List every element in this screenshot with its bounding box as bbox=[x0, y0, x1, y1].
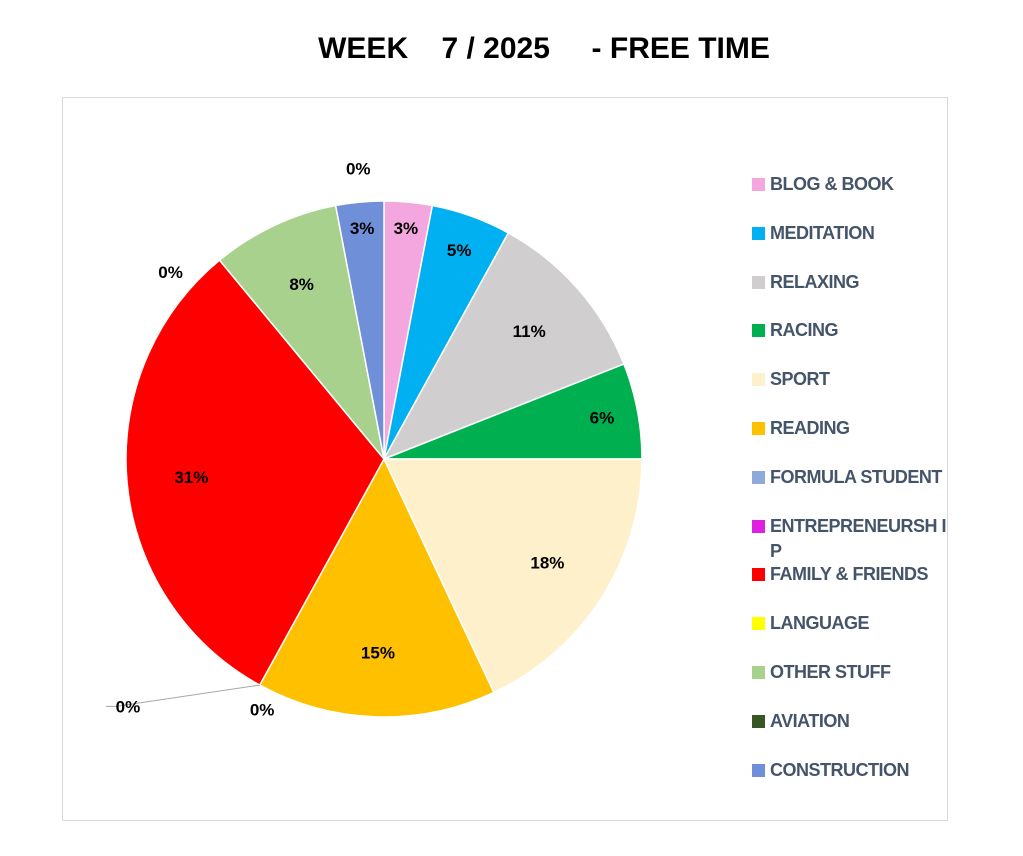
legend-swatch bbox=[752, 178, 765, 191]
chart-area bbox=[62, 97, 948, 821]
data-label-language: 0% bbox=[158, 263, 183, 282]
data-label-construction: 3% bbox=[350, 219, 375, 238]
legend-label: OTHER STUFF bbox=[770, 662, 891, 682]
pie-slice-sport[interactable] bbox=[382, 458, 643, 694]
legend-label: AVIATION bbox=[770, 710, 850, 731]
legend-item-meditation: MEDITATION bbox=[752, 221, 955, 246]
pie-slice-construction[interactable] bbox=[334, 200, 385, 460]
data-label-blog-and-book: 3% bbox=[394, 219, 419, 238]
legend-swatch bbox=[752, 763, 765, 777]
data-label-reading: 15% bbox=[361, 643, 395, 662]
legend-swatch bbox=[752, 617, 765, 631]
legend-swatch bbox=[752, 275, 765, 289]
legend-label: ENTREPRENEURSH IP bbox=[770, 515, 947, 561]
legend-label: CONSTRUCTION bbox=[770, 759, 910, 780]
legend-label: BLOG & BOOK bbox=[770, 174, 894, 194]
legend-item-aviation: AVIATION bbox=[752, 709, 955, 734]
legend-swatch bbox=[752, 470, 765, 484]
data-label-racing: 6% bbox=[590, 408, 615, 427]
legend-swatch bbox=[752, 568, 765, 582]
legend-swatch bbox=[752, 666, 765, 679]
legend-item-family-and-friends: FAMILY & FRIENDS bbox=[752, 562, 955, 587]
legend-item-language: LANGUAGE bbox=[752, 611, 955, 636]
data-label-meditation: 5% bbox=[447, 241, 472, 260]
legend-label: READING bbox=[770, 418, 850, 438]
legend-item-blog-and-book: BLOG & BOOK bbox=[752, 172, 955, 197]
legend-item-sport: SPORT bbox=[752, 367, 955, 392]
data-label-relaxing: 11% bbox=[513, 322, 546, 341]
legend-swatch bbox=[752, 714, 765, 728]
pie-slice-family-and-friends[interactable] bbox=[125, 259, 385, 687]
legend-label: LANGUAGE bbox=[770, 613, 870, 634]
legend-swatch bbox=[752, 422, 765, 435]
chart-title: WEEK 7 / 2025 - FREE TIME bbox=[318, 32, 770, 65]
data-label-aviation: 0% bbox=[346, 160, 371, 179]
legend-swatch bbox=[752, 373, 765, 387]
leader-line-entrepreneurship bbox=[105, 684, 260, 707]
data-label-entrepreneurship: 0% bbox=[116, 697, 141, 716]
pie-slice-relaxing[interactable] bbox=[382, 231, 625, 461]
legend-swatch bbox=[752, 324, 765, 338]
legend-label: RELAXING bbox=[770, 271, 860, 292]
legend-item-formula-student: FORMULA STUDENT bbox=[752, 465, 955, 490]
legend-swatch bbox=[752, 226, 765, 240]
legend-item-construction: CONSTRUCTION bbox=[752, 758, 955, 783]
legend-label: MEDITATION bbox=[770, 222, 875, 243]
legend-swatch bbox=[752, 519, 765, 533]
data-label-formula-student: 0% bbox=[250, 701, 275, 720]
data-label-family-and-friends: 31% bbox=[174, 468, 208, 487]
legend-label: SPORT bbox=[770, 369, 830, 390]
legend-item-entrepreneurship: ENTREPRENEURSH IP bbox=[752, 514, 955, 564]
pie-slice-reading[interactable] bbox=[258, 457, 495, 718]
legend-label: RACING bbox=[770, 320, 839, 341]
data-label-sport: 18% bbox=[530, 554, 564, 573]
legend-item-reading: READING bbox=[752, 416, 955, 441]
legend-item-other-stuff: OTHER STUFF bbox=[752, 660, 955, 685]
legend-label: FAMILY & FRIENDS bbox=[770, 564, 929, 585]
data-label-other-stuff: 8% bbox=[289, 275, 314, 294]
pie-slice-other-stuff[interactable] bbox=[218, 204, 385, 460]
legend-item-racing: RACING bbox=[752, 318, 955, 343]
legend-item-relaxing: RELAXING bbox=[752, 270, 955, 295]
legend-label: FORMULA STUDENT bbox=[770, 466, 942, 487]
